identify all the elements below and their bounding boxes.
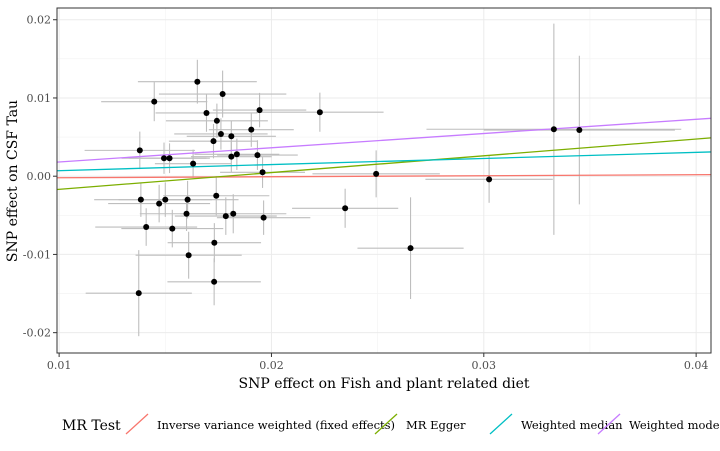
data-point xyxy=(256,107,263,114)
panel-background xyxy=(57,8,711,353)
data-point xyxy=(316,109,323,116)
x-axis-ticks: 0.01 0.02 0.03 0.04 xyxy=(47,353,709,372)
data-point xyxy=(151,98,158,105)
data-point xyxy=(156,200,163,207)
data-point xyxy=(576,127,583,134)
data-point xyxy=(136,147,143,154)
y-axis-ticks: -0.02 -0.01 0.00 0.01 0.02 xyxy=(23,14,57,340)
data-point xyxy=(135,290,142,297)
legend-key xyxy=(125,413,149,435)
y-tick-label: -0.02 xyxy=(23,327,51,340)
data-point xyxy=(486,176,493,183)
panel-border xyxy=(56,7,712,354)
data-point xyxy=(143,224,150,231)
data-points xyxy=(135,78,583,297)
data-point xyxy=(217,130,224,137)
data-point xyxy=(233,151,240,158)
data-point xyxy=(259,169,266,176)
data-point xyxy=(228,133,235,140)
y-tick-label: 0.02 xyxy=(27,14,52,27)
data-point xyxy=(213,192,220,199)
fit-line xyxy=(56,137,712,191)
legend-label: Weighted median xyxy=(521,418,623,432)
x-tick-label: 0.03 xyxy=(472,359,497,372)
data-point xyxy=(184,196,191,203)
data-point xyxy=(230,210,237,217)
x-tick-label: 0.02 xyxy=(259,359,284,372)
legend-label: Inverse variance weighted (fixed effects… xyxy=(157,418,395,432)
data-point xyxy=(211,239,218,246)
mr-fit-lines xyxy=(56,117,712,191)
data-point xyxy=(228,153,235,160)
data-point xyxy=(162,196,169,203)
y-tick-label: 0.00 xyxy=(27,170,52,183)
fit-line xyxy=(56,151,712,172)
data-point xyxy=(222,213,229,220)
data-point xyxy=(373,170,380,177)
legend-title: MR Test xyxy=(62,418,121,434)
data-point xyxy=(166,155,173,162)
data-point xyxy=(407,245,414,252)
fit-line xyxy=(56,117,712,163)
data-point xyxy=(194,78,201,85)
data-point xyxy=(169,225,176,232)
data-point xyxy=(137,196,144,203)
data-point xyxy=(210,138,217,145)
data-point xyxy=(203,109,210,116)
data-point xyxy=(260,214,267,221)
x-axis-title: SNP effect on Fish and plant related die… xyxy=(238,376,529,392)
data-point xyxy=(161,155,168,162)
legend-key xyxy=(374,413,398,435)
y-axis-title: SNP effect on CSF Tau xyxy=(5,100,21,262)
legend-label: MR Egger xyxy=(406,418,466,432)
y-tick-label: 0.01 xyxy=(27,92,52,105)
x-tick-label: 0.04 xyxy=(684,359,709,372)
data-point xyxy=(342,205,349,212)
y-tick-label: -0.01 xyxy=(23,248,51,261)
data-point xyxy=(254,152,261,159)
data-point xyxy=(211,278,218,285)
x-tick-label: 0.01 xyxy=(47,359,72,372)
data-point xyxy=(550,126,557,133)
legend: MR Test Inverse variance weighted (fixed… xyxy=(62,413,720,435)
data-point xyxy=(183,210,190,217)
legend-label: Weighted mode xyxy=(629,418,720,432)
legend-items: Inverse variance weighted (fixed effects… xyxy=(125,413,720,435)
fit-line xyxy=(56,173,712,179)
data-point xyxy=(219,91,226,98)
data-point xyxy=(248,126,255,133)
data-point xyxy=(190,160,197,167)
legend-key xyxy=(597,413,621,435)
data-point xyxy=(213,117,220,124)
data-point xyxy=(185,252,192,259)
legend-key xyxy=(489,413,513,435)
